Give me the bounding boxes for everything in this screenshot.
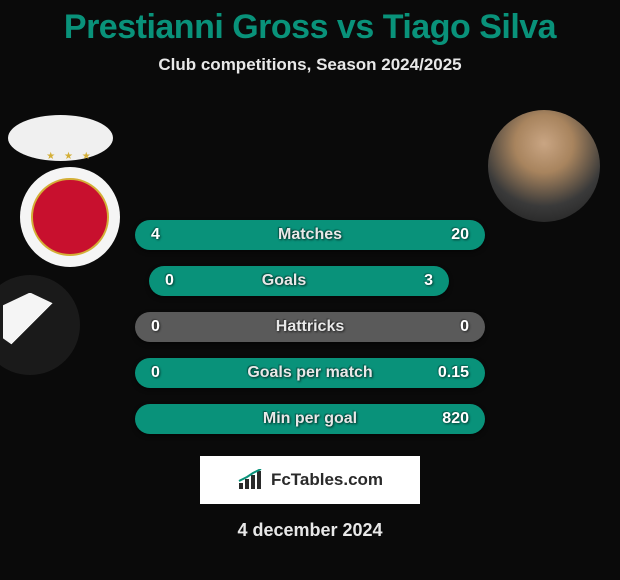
- brand-badge[interactable]: FcTables.com: [200, 456, 420, 504]
- club-stars-icon: ★ ★ ★: [46, 151, 93, 162]
- stat-left-value: 4: [151, 226, 160, 244]
- chart-icon: [237, 469, 265, 491]
- club-left-badge: ★ ★ ★: [20, 167, 120, 267]
- club-right-badge: [0, 275, 80, 375]
- player-right-avatar: [488, 110, 600, 222]
- stat-row-matches: 4 Matches 20: [135, 220, 485, 250]
- stat-right-value: 820: [442, 410, 469, 428]
- stat-left-value: 0: [165, 272, 174, 290]
- comparison-content: ★ ★ ★ 4 Matches 20 0 Goals 3 0 Hattricks…: [0, 105, 620, 541]
- page-title: Prestianni Gross vs Tiago Silva: [0, 0, 620, 47]
- stat-label: Matches: [278, 226, 342, 244]
- stat-right-value: 3: [424, 272, 433, 290]
- stat-right-value: 0.15: [438, 364, 469, 382]
- stat-left-value: 0: [151, 318, 160, 336]
- stat-row-goals: 0 Goals 3: [149, 266, 449, 296]
- stat-right-value: 20: [451, 226, 469, 244]
- page-subtitle: Club competitions, Season 2024/2025: [0, 55, 620, 75]
- stat-row-min-per-goal: Min per goal 820: [135, 404, 485, 434]
- stat-row-goals-per-match: 0 Goals per match 0.15: [135, 358, 485, 388]
- stat-left-value: 0: [151, 364, 160, 382]
- stat-label: Hattricks: [276, 318, 344, 336]
- stat-row-hattricks: 0 Hattricks 0: [135, 312, 485, 342]
- stats-container: 4 Matches 20 0 Goals 3 0 Hattricks 0 0 G…: [135, 205, 485, 434]
- stat-label: Goals: [262, 272, 306, 290]
- stat-label: Min per goal: [263, 410, 357, 428]
- stat-right-value: 0: [460, 318, 469, 336]
- brand-text: FcTables.com: [271, 470, 383, 490]
- footer-date: 4 december 2024: [0, 520, 620, 541]
- stat-label: Goals per match: [247, 364, 372, 382]
